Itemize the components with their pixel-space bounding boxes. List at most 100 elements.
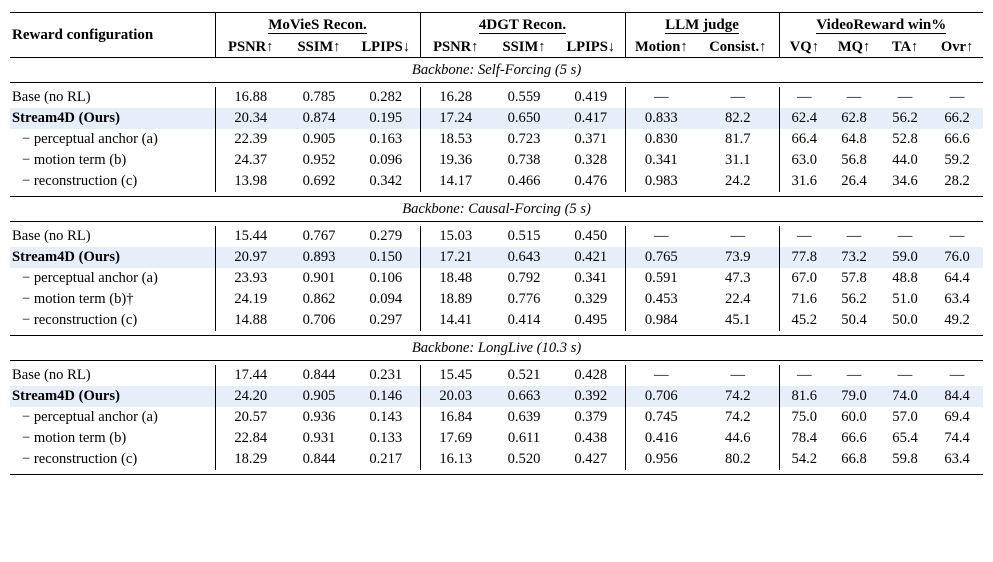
cell-value: — [778,365,830,386]
row-label: − motion term (b) [22,152,127,168]
cell-value: 15.03 [419,226,492,247]
cell-value: 22.39 [214,129,286,150]
cell-value: 0.231 [369,367,403,383]
cell-value: 0.792 [507,270,541,286]
cell-value: 0.767 [302,228,336,244]
table-row: − perceptual anchor (a) 20.57 0.936 0.143 16… [10,407,983,428]
cell-value: 81.6 [778,386,830,407]
cell-value: 81.7 [725,131,751,147]
cell-value: 66.4 [778,129,830,150]
cell-value: 0.706 [302,312,336,328]
cell-value: 84.4 [931,386,984,407]
cell-value: 0.776 [507,291,541,307]
row-label: − perceptual anchor (a) [22,270,158,286]
cell-value: — [730,228,746,244]
cell-value: 0.984 [624,310,698,331]
cell-value: 47.3 [725,270,751,286]
section-title: Backbone: Self-Forcing (5 s) [10,57,984,83]
table-row: − motion term (b)† 24.19 0.862 0.094 18.89 0.… [10,289,983,310]
cell-value: — [778,226,830,247]
cell-value: 0.279 [369,228,403,244]
cell-value: 0.428 [574,367,608,383]
cell-value: 28.2 [944,173,970,189]
cell-value: 0.893 [286,247,352,268]
section-title: Backbone: Causal-Forcing (5 s) [10,196,984,222]
cell-value: 16.13 [419,449,492,470]
cell-value: — [730,89,746,105]
cell-value: 0.133 [369,430,403,446]
group-header-4dgt: 4DGT Recon. [419,12,626,37]
cell-value: 62.4 [778,108,830,129]
row-label: Stream4D (Ours) [10,386,215,407]
table-row: − motion term (b) 22.84 0.931 0.133 17.69 0.6… [10,428,983,449]
cell-value: 0.379 [574,409,608,425]
cell-value: 66.6 [841,430,867,446]
cell-value: 50.4 [841,312,867,328]
cell-value: 0.094 [369,291,403,307]
cell-value: — [949,89,965,105]
cell-value: 0.559 [507,89,541,105]
cell-value: 0.983 [624,171,698,192]
cell-value: — [949,228,965,244]
cell-value: 20.97 [214,247,286,268]
table-row: − perceptual anchor (a) 23.93 0.901 0.106 18… [10,268,983,289]
metric-header: TA↑ [891,39,919,55]
metric-header: PSNR↑ [214,37,286,58]
cell-value: 0.706 [624,386,698,407]
row-label: Base (no RL) [12,89,91,105]
cell-value: — [730,367,746,383]
row-label: − perceptual anchor (a) [22,131,158,147]
cell-value: 0.905 [302,131,336,147]
cell-value: 48.8 [892,270,918,286]
cell-value: 0.163 [369,131,403,147]
cell-value: 22.4 [725,291,751,307]
cell-value: 63.4 [944,451,970,467]
table-row-ours: Stream4D (Ours) 20.97 0.893 0.150 17.21 0.643… [10,247,984,268]
cell-value: 0.297 [369,312,403,328]
row-label: − reconstruction (c) [22,451,138,467]
cell-value: 0.611 [507,430,541,446]
cell-value: 0.392 [557,386,626,407]
cell-value: 0.874 [286,108,352,129]
cell-value: 67.0 [778,268,830,289]
cell-value: 0.936 [302,409,336,425]
cell-value: 56.2 [879,108,932,129]
cell-value: 45.1 [725,312,751,328]
cell-value: 59.0 [879,247,932,268]
table-row: − motion term (b) 24.37 0.952 0.096 19.36 0.7… [10,150,983,171]
section-header-row: Backbone: Causal-Forcing (5 s) [10,196,984,222]
cell-value: 57.8 [841,270,867,286]
cell-value: 18.89 [419,289,492,310]
cell-value: — [897,228,913,244]
cell-value: 0.341 [574,270,608,286]
cell-value: 0.106 [369,270,403,286]
cell-value: 56.8 [841,152,867,168]
group-header-llm-judge: LLM judge [624,12,780,37]
results-body: Backbone: Self-Forcing (5 s) Base (no RL)… [10,57,984,475]
cell-value: 0.150 [352,247,421,268]
cell-value: 0.663 [491,386,558,407]
cell-value: 66.6 [944,131,970,147]
cell-value: 0.466 [507,173,541,189]
cell-value: 17.21 [419,247,492,268]
cell-value: 50.0 [892,312,918,328]
results-table: Reward configuration MoVieS Recon. 4DGT … [10,12,984,475]
cell-value: 19.36 [419,150,492,171]
cell-value: 0.421 [557,247,626,268]
cell-value: 54.2 [778,449,830,470]
metric-header: VQ↑ [778,37,830,58]
cell-value: 18.48 [419,268,492,289]
cell-value: 23.93 [214,268,286,289]
cell-value: 74.2 [725,409,751,425]
cell-value: — [624,226,698,247]
row-label: − motion term (b)† [22,291,134,307]
cell-value: 13.98 [214,171,286,192]
cell-value: 0.723 [507,131,541,147]
metric-header: PSNR↑ [419,37,492,58]
cell-value: 0.905 [286,386,352,407]
cell-value: 74.0 [879,386,932,407]
cell-value: 51.0 [892,291,918,307]
cell-value: 0.417 [557,108,626,129]
cell-value: 80.2 [725,451,751,467]
cell-value: 0.643 [491,247,558,268]
